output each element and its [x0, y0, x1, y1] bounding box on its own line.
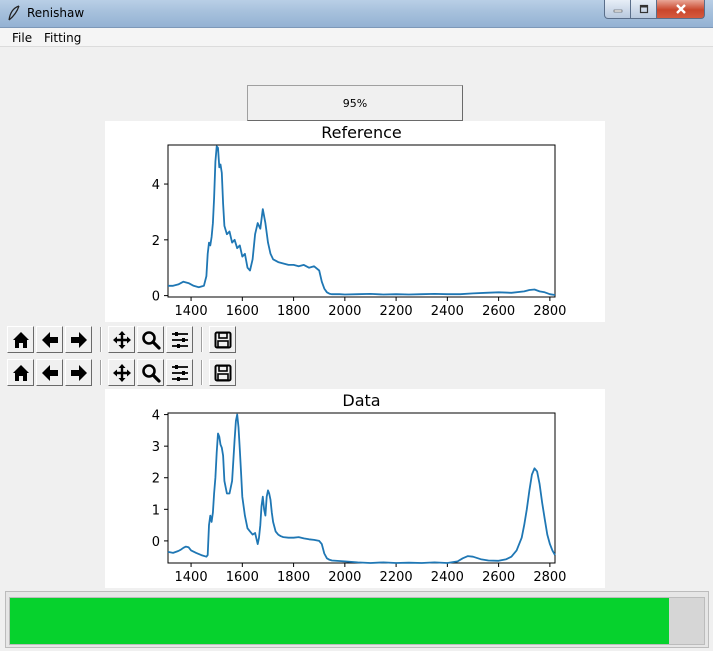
x-tick-label: 2400 — [431, 570, 464, 585]
data-chart: Data 1400 1600 1800 2000 2200 2400 2600 2800 0 1 2 3… — [152, 391, 567, 585]
x-tick-label: 1400 — [175, 304, 208, 319]
save-icon — [214, 364, 231, 381]
progress-bar — [9, 597, 705, 645]
menu-fitting[interactable]: Fitting — [44, 31, 82, 45]
y-tick-label: 0 — [152, 535, 160, 550]
minimize-icon — [613, 9, 622, 13]
zoom-icon — [141, 330, 161, 350]
home-button[interactable] — [7, 359, 34, 386]
pan-icon — [112, 330, 131, 349]
toolbar-separator — [201, 360, 203, 385]
forward-arrow-button[interactable] — [65, 359, 92, 386]
back-arrow-icon — [41, 364, 58, 381]
pan-button[interactable] — [108, 326, 135, 353]
maximize-button[interactable] — [630, 0, 657, 19]
progress-frame — [5, 591, 709, 648]
forward-arrow-button[interactable] — [65, 326, 92, 353]
zoom-icon — [141, 363, 161, 383]
pan-icon — [112, 363, 131, 382]
toolbar-separator — [201, 327, 203, 352]
x-tick-label: 1800 — [277, 304, 310, 319]
x-tick-label: 2600 — [482, 304, 515, 319]
y-tick-label: 2 — [152, 472, 160, 487]
chart-title: Data — [342, 391, 380, 410]
x-tick-label: 2400 — [431, 304, 464, 319]
x-tick-label: 1400 — [175, 570, 208, 585]
configure-subplots-icon — [171, 331, 188, 348]
toolbar-separator — [100, 360, 102, 385]
maximize-icon — [639, 4, 648, 14]
series-line — [168, 145, 556, 296]
x-tick-label: 2000 — [328, 304, 361, 319]
forward-arrow-icon — [70, 331, 87, 348]
x-tick-label: 2800 — [533, 304, 566, 319]
minimize-button[interactable] — [604, 0, 631, 19]
y-tick-label: 2 — [152, 234, 160, 249]
close-icon — [675, 4, 686, 14]
reference-plot-toolbar — [7, 325, 247, 353]
y-tick-label: 4 — [152, 409, 160, 424]
series-line — [167, 413, 556, 564]
progress-fill — [10, 598, 670, 644]
chart-title: Reference — [321, 123, 402, 142]
zoom-button[interactable] — [137, 359, 164, 386]
reference-chart: Reference 1400 1600 1800 2000 2200 2400 2600 280… — [152, 123, 567, 319]
save-button[interactable] — [209, 326, 236, 353]
save-button[interactable] — [209, 359, 236, 386]
title-bar[interactable]: Renishaw — [0, 0, 713, 28]
y-tick-label: 1 — [152, 503, 160, 518]
configure-subplots-icon — [171, 364, 188, 381]
pan-button[interactable] — [108, 359, 135, 386]
home-icon — [12, 331, 29, 348]
y-tick-label: 0 — [152, 290, 160, 305]
y-tick-label: 4 — [152, 178, 160, 193]
home-button[interactable] — [7, 326, 34, 353]
back-arrow-icon — [41, 331, 58, 348]
percent-label: 95% — [247, 85, 463, 121]
x-tick-label: 2600 — [482, 570, 515, 585]
x-tick-label: 2000 — [328, 570, 361, 585]
menu-file[interactable]: File — [12, 31, 33, 45]
x-tick-label: 2200 — [380, 304, 413, 319]
x-tick-label: 1800 — [277, 570, 310, 585]
data-plot-toolbar — [7, 358, 247, 386]
save-icon — [214, 331, 231, 348]
forward-arrow-icon — [70, 364, 87, 381]
close-button[interactable] — [656, 0, 705, 19]
toolbar-separator — [100, 327, 102, 352]
configure-subplots-button[interactable] — [166, 326, 193, 353]
window-title: Renishaw — [27, 6, 85, 20]
zoom-button[interactable] — [137, 326, 164, 353]
menu-bar: File Fitting — [0, 28, 713, 47]
x-tick-label: 2800 — [533, 570, 566, 585]
back-arrow-button[interactable] — [36, 359, 63, 386]
plot-frame — [167, 144, 556, 298]
configure-subplots-button[interactable] — [166, 359, 193, 386]
x-tick-label: 1600 — [226, 570, 259, 585]
data-plot[interactable]: Data 1400 1600 1800 2000 2200 2400 2600 2800 0 1 2 3… — [105, 389, 605, 588]
y-tick-label: 3 — [152, 440, 160, 455]
x-tick-label: 1600 — [226, 304, 259, 319]
feather-icon — [8, 5, 20, 21]
reference-plot[interactable]: Reference 1400 1600 1800 2000 2200 2400 2600 280… — [105, 121, 605, 322]
home-icon — [12, 364, 29, 381]
back-arrow-button[interactable] — [36, 326, 63, 353]
x-tick-label: 2200 — [380, 570, 413, 585]
